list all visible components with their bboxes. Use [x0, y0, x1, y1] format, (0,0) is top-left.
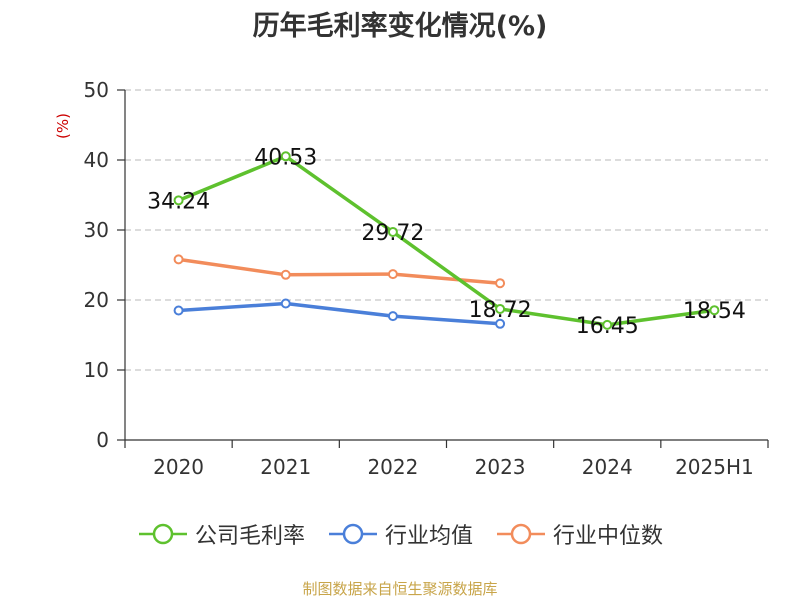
x-tick-label: 2024 [582, 455, 633, 479]
y-tick-label: 20 [84, 288, 109, 312]
legend-item[interactable]: 行业均值 [327, 518, 473, 550]
data-point [495, 278, 506, 289]
x-tick-label: 2021 [260, 455, 311, 479]
data-point [495, 318, 506, 329]
data-label: 34.24 [147, 189, 210, 214]
x-tick-label: 2025H1 [675, 455, 754, 479]
y-tick-label: 0 [96, 428, 109, 452]
legend: 公司毛利率 行业均值 行业中位数 [0, 518, 800, 550]
y-tick-label: 30 [84, 218, 109, 242]
data-point [280, 269, 291, 280]
data-label: 40.53 [254, 145, 317, 170]
data-label: 16.45 [576, 314, 639, 339]
x-tick-label: 2020 [153, 455, 204, 479]
data-point [173, 254, 184, 265]
data-point [387, 269, 398, 280]
chart-title: 历年毛利率变化情况(%) [252, 11, 548, 42]
series-line [177, 154, 715, 327]
y-tick-label: 50 [84, 78, 109, 102]
legend-label: 行业中位数 [553, 524, 664, 549]
data-point [709, 305, 720, 316]
legend-marker-icon [497, 523, 545, 545]
legend-item[interactable]: 行业中位数 [495, 518, 663, 550]
data-point [387, 226, 398, 237]
y-axis-label: (%) [54, 113, 72, 139]
data-point [173, 195, 184, 206]
x-tick-label: 2023 [475, 455, 526, 479]
axes: 0 10 20 30 40 50 (%) 2020 2021 2022 2023 2024 2025H1 [54, 78, 769, 479]
legend-label: 公司毛利率 [194, 524, 305, 549]
x-tick-label: 2022 [367, 455, 418, 479]
series [173, 151, 720, 330]
data-label: 18.54 [683, 299, 746, 324]
data-point [387, 311, 398, 322]
grid [125, 89, 768, 371]
legend-label: 行业均值 [384, 524, 473, 549]
legend-marker-icon [138, 523, 187, 545]
y-tick-label: 10 [84, 358, 109, 382]
data-point [602, 319, 613, 330]
series-line [178, 301, 501, 326]
data-point [280, 298, 291, 309]
data-labels: 34.24 40.53 29.72 18.72 16.45 18.54 [147, 145, 746, 339]
data-point [173, 305, 184, 316]
data-point [280, 151, 291, 162]
data-point [495, 303, 506, 314]
series-line [178, 257, 501, 285]
data-label: 18.72 [469, 298, 532, 323]
legend-item[interactable]: 公司毛利率 [137, 518, 305, 550]
source-note: 制图数据来自恒生聚源数据库 [302, 580, 498, 598]
y-tick-label: 40 [84, 148, 109, 172]
data-label: 29.72 [361, 221, 424, 246]
legend-marker-icon [328, 523, 377, 545]
